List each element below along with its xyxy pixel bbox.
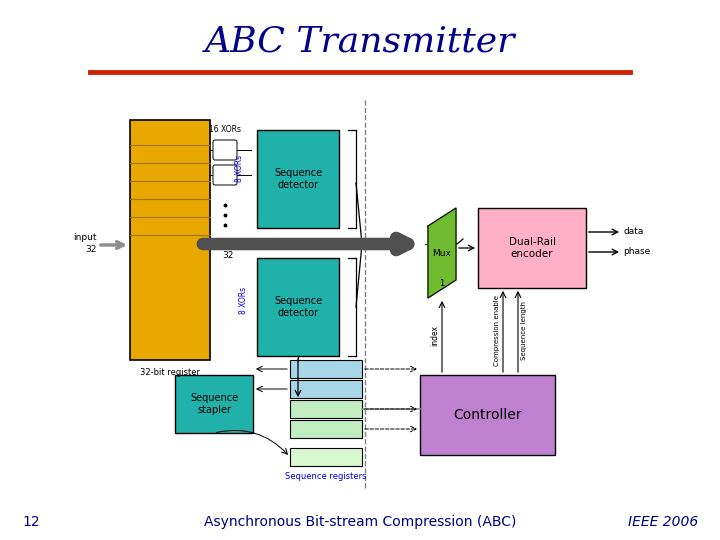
Text: Controller: Controller [454,408,522,422]
Bar [290,400,362,418]
Text: index: index [430,326,439,347]
Bar [290,420,362,438]
Text: 1: 1 [439,280,445,288]
Text: 32: 32 [86,246,97,254]
Text: Sequence registers: Sequence registers [285,472,366,481]
Text: Sequence
detector: Sequence detector [274,168,322,190]
Text: 8 XORs: 8 XORs [238,286,248,314]
Text: 16 XORs: 16 XORs [209,125,241,134]
Text: Dual-Rail
encoder: Dual-Rail encoder [508,237,556,259]
Text: IEEE 2006: IEEE 2006 [628,515,698,529]
Text: phase: phase [623,247,650,256]
Text: 32: 32 [222,251,234,260]
Text: Sequence
stapler: Sequence stapler [190,393,238,415]
Text: Asynchronous Bit-stream Compression (ABC): Asynchronous Bit-stream Compression (ABC… [204,515,516,529]
Bar [130,120,210,360]
Text: ABC Transmitter: ABC Transmitter [204,25,516,59]
Text: 12: 12 [22,515,40,529]
Text: Sequence
detector: Sequence detector [274,296,322,318]
Text: Sequence length: Sequence length [521,301,527,361]
Text: data: data [623,227,644,237]
Bar [290,380,362,398]
Bar [257,130,339,228]
Text: input: input [73,233,97,241]
Text: Mux: Mux [433,248,451,258]
FancyBboxPatch shape [213,140,237,160]
Bar [257,258,339,356]
Bar [420,375,555,455]
Text: 32-bit register: 32-bit register [140,368,200,377]
Bar [478,208,586,288]
FancyBboxPatch shape [213,165,237,185]
Bar [175,375,253,433]
Text: Compression enable: Compression enable [494,295,500,367]
Polygon shape [428,208,456,298]
Bar [290,448,362,466]
Text: 8 XORs: 8 XORs [235,154,245,181]
Bar [290,360,362,378]
